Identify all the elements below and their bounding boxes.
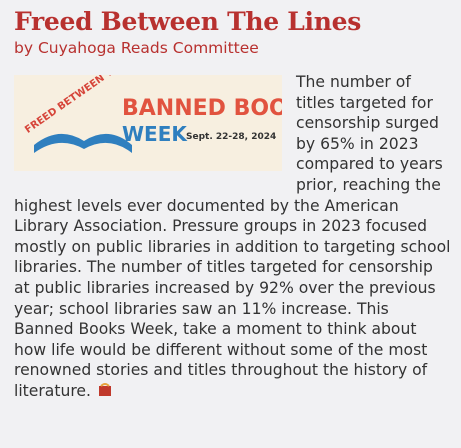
byline: by Cuyahoga Reads Committee — [14, 38, 451, 58]
book-icon — [34, 134, 132, 153]
banner-dates: Sept. 22-28, 2024 — [186, 132, 276, 142]
page: Freed Between The Lines by Cuyahoga Read… — [0, 0, 461, 448]
banner-graphic: FREED BETWEEN THE LINES BANNED BOOKS WEE… — [14, 75, 282, 171]
book-emoji — [96, 382, 114, 398]
banner-headline: BANNED BOOKS — [122, 96, 282, 121]
banner-image: FREED BETWEEN THE LINES BANNED BOOKS WEE… — [14, 75, 282, 171]
banner-headline: WEEK — [122, 122, 188, 146]
article: Freed Between The Lines by Cuyahoga Read… — [0, 0, 461, 402]
article-title: Freed Between The Lines — [14, 6, 451, 38]
